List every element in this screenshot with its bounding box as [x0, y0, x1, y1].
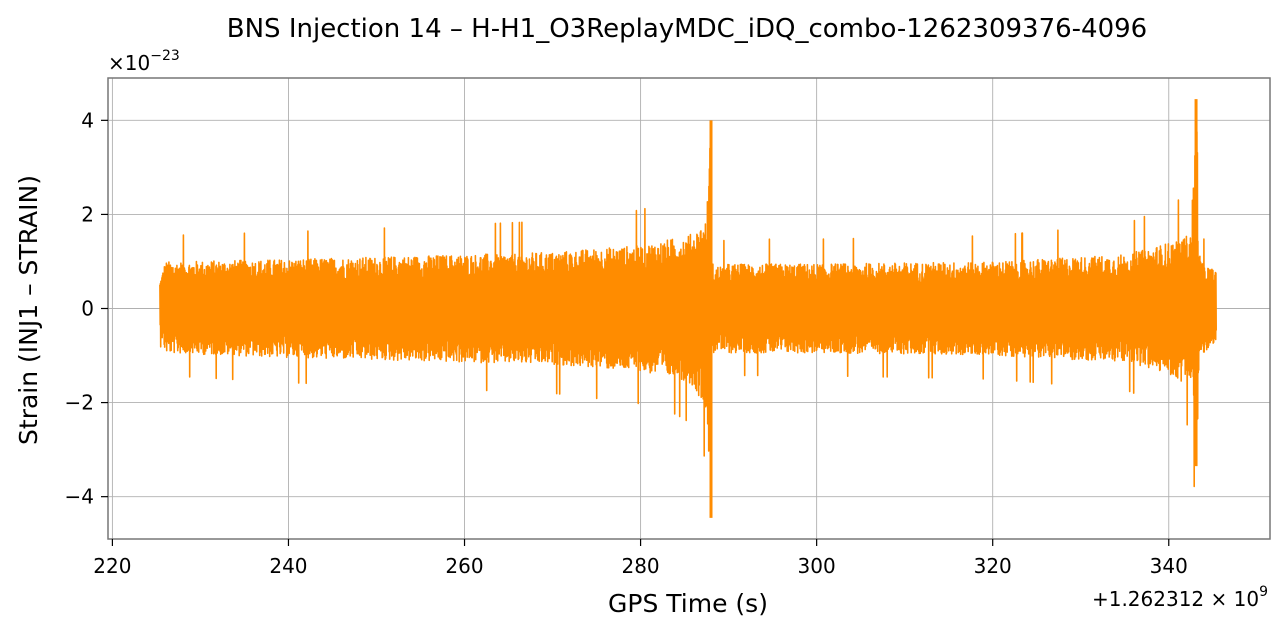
x-offset-times: × 10 — [1204, 587, 1259, 611]
x-tick-label: 300 — [798, 554, 836, 578]
y-scale-exponent: −23 — [150, 48, 180, 64]
x-offset-base: +1.262312 — [1092, 587, 1204, 611]
data-series — [159, 99, 1217, 518]
x-tick-label: 280 — [621, 554, 659, 578]
y-axis-label: Strain (INJ1 – STRAIN) — [14, 175, 43, 445]
y-scale-factor: ×10−23 — [108, 48, 180, 75]
y-tick-label: −2 — [65, 391, 94, 415]
x-axis-label: GPS Time (s) — [608, 589, 768, 618]
y-tick-label: 4 — [81, 108, 94, 132]
chart-title: BNS Injection 14 – H-H1_O3ReplayMDC_iDQ_… — [227, 14, 1147, 44]
x-tick-label: 340 — [1150, 554, 1188, 578]
y-tick-label: 0 — [81, 297, 94, 321]
x-tick-label: 220 — [93, 554, 131, 578]
y-tick-label: −4 — [65, 485, 94, 509]
x-tick-label: 240 — [269, 554, 307, 578]
strain-series-line — [159, 131, 1217, 489]
y-tick-label: 2 — [81, 202, 94, 226]
x-axis-ticks: 220 240 260 280 300 320 340 — [93, 539, 1188, 578]
x-tick-label: 320 — [974, 554, 1012, 578]
y-scale-base: ×10 — [108, 51, 150, 75]
y-axis-ticks: −4 −2 0 2 4 — [65, 108, 108, 509]
x-tick-label: 260 — [445, 554, 483, 578]
x-offset-text: +1.262312 × 109 — [1092, 584, 1268, 611]
x-offset-exponent: 9 — [1259, 584, 1268, 600]
